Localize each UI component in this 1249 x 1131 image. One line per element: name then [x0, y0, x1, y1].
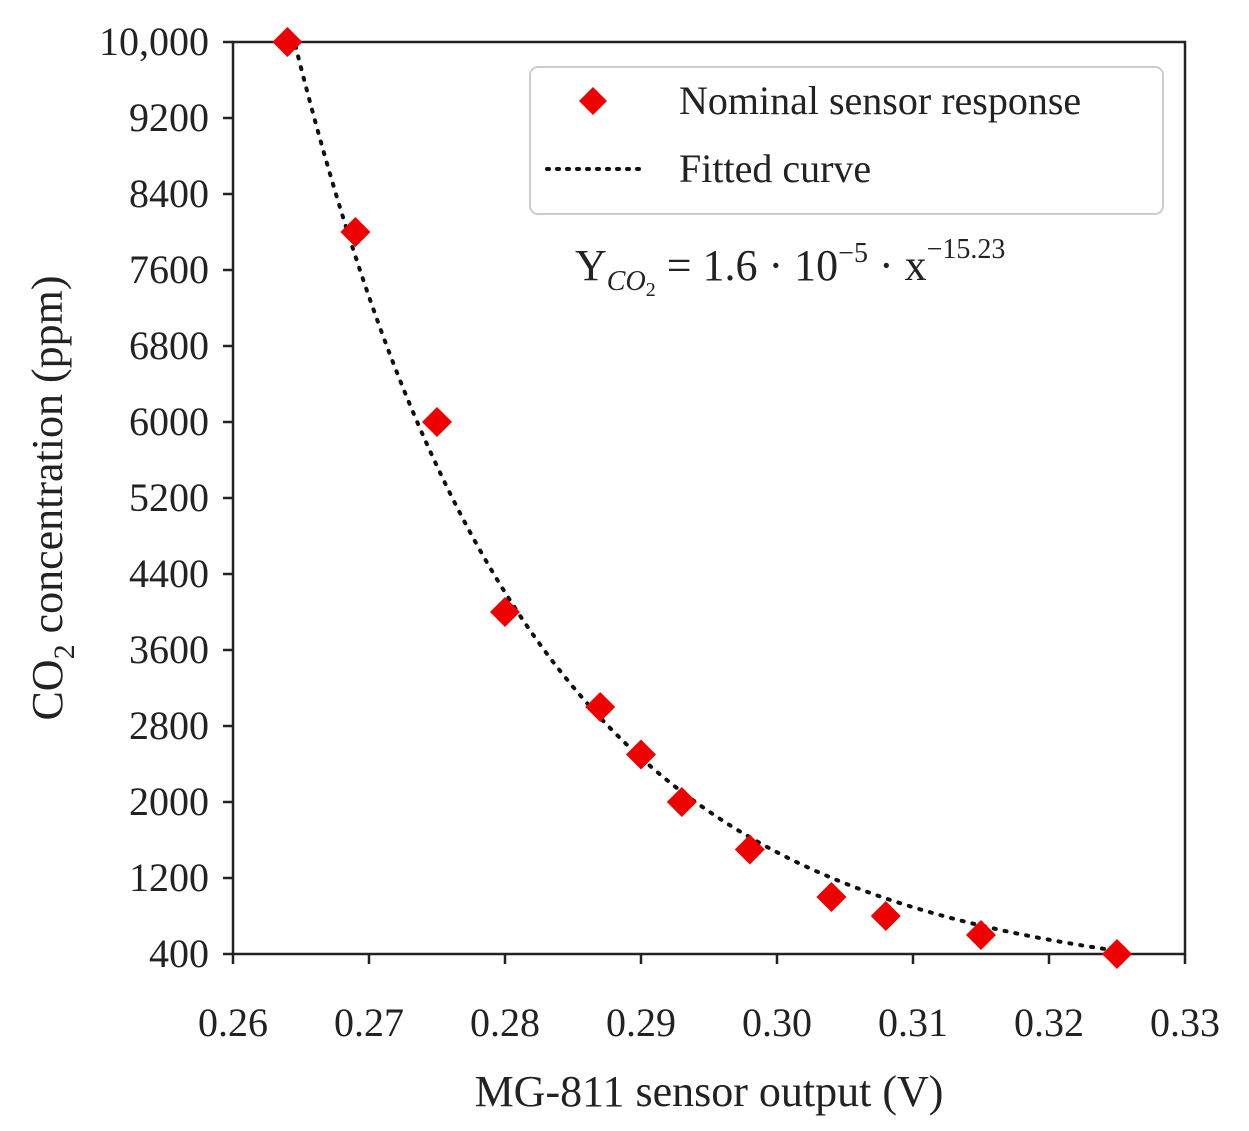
y-tick-label: 400 [149, 931, 209, 976]
fit-equation: YCO2 = 1.6 · 10−5 · x−15.23 [575, 234, 1005, 301]
x-axis: 0.26 0.27 0.28 0.29 0.30 0.31 0.32 0.33 [198, 954, 1220, 1045]
y-axis-title-subscript: 2 [48, 644, 81, 659]
eq-exp1: −5 [838, 238, 868, 269]
y-axis: 400 1200 2000 2800 3600 4400 5200 6000 6800 7600 8… [99, 19, 233, 976]
data-point [966, 920, 996, 950]
legend: Nominal sensor response Fitted curve [529, 66, 1164, 215]
data-point [490, 597, 520, 627]
y-tick-label: 9200 [129, 95, 209, 140]
data-point [340, 217, 371, 247]
data-points-layer [272, 27, 1132, 969]
x-tick-label: 0.32 [1014, 1000, 1084, 1045]
y-axis-title-main: CO [23, 659, 72, 720]
legend-label-nominal: Nominal sensor response [679, 78, 1081, 123]
y-axis-title-rest: concentration (ppm) [23, 275, 72, 644]
fitted-curve-line [285, 40, 1133, 955]
x-tick-label: 0.27 [334, 1000, 404, 1045]
eq-exp2: −15.23 [927, 234, 1006, 265]
x-tick-label: 0.29 [606, 1000, 676, 1045]
x-axis-title: MG-811 sensor output (V) [475, 1067, 944, 1116]
y-tick-label: 6800 [129, 323, 209, 368]
data-point [626, 739, 656, 770]
eq-body: = 1.6 · 10 [656, 241, 838, 290]
fitted-curve-layer [285, 40, 1133, 955]
y-tick-label: 2000 [129, 779, 209, 824]
y-tick-label: 5200 [129, 475, 209, 520]
legend-label-fitted: Fitted curve [679, 146, 871, 191]
legend-marker-diamond [579, 87, 607, 115]
eq-mid: · x [868, 241, 927, 290]
data-point [734, 834, 765, 865]
data-point [585, 692, 616, 722]
eq-sub2: 2 [646, 279, 656, 301]
data-point [422, 407, 452, 437]
data-point [870, 901, 901, 931]
data-point [816, 882, 847, 912]
y-axis-title: CO2 concentration (ppm) [23, 275, 81, 720]
y-tick-label: 4400 [129, 551, 209, 596]
eq-y: Y [575, 241, 607, 290]
data-point [272, 27, 303, 57]
x-tick-label: 0.31 [878, 1000, 948, 1045]
y-tick-label: 1200 [129, 855, 209, 900]
y-tick-label: 8400 [129, 171, 209, 216]
y-tick-label: 3600 [129, 627, 209, 672]
x-tick-label: 0.30 [742, 1000, 812, 1045]
y-tick-label: 7600 [129, 247, 209, 292]
eq-sub: CO [607, 266, 646, 297]
y-tick-label: 6000 [129, 399, 209, 444]
legend-box [529, 66, 1164, 215]
y-tick-label: 2800 [129, 703, 209, 748]
data-point [666, 787, 697, 817]
x-tick-label: 0.26 [198, 1000, 268, 1045]
x-tick-label: 0.28 [470, 1000, 540, 1045]
x-tick-label: 0.33 [1150, 1000, 1220, 1045]
y-tick-label: 10,000 [99, 19, 209, 64]
data-point [1102, 939, 1132, 969]
